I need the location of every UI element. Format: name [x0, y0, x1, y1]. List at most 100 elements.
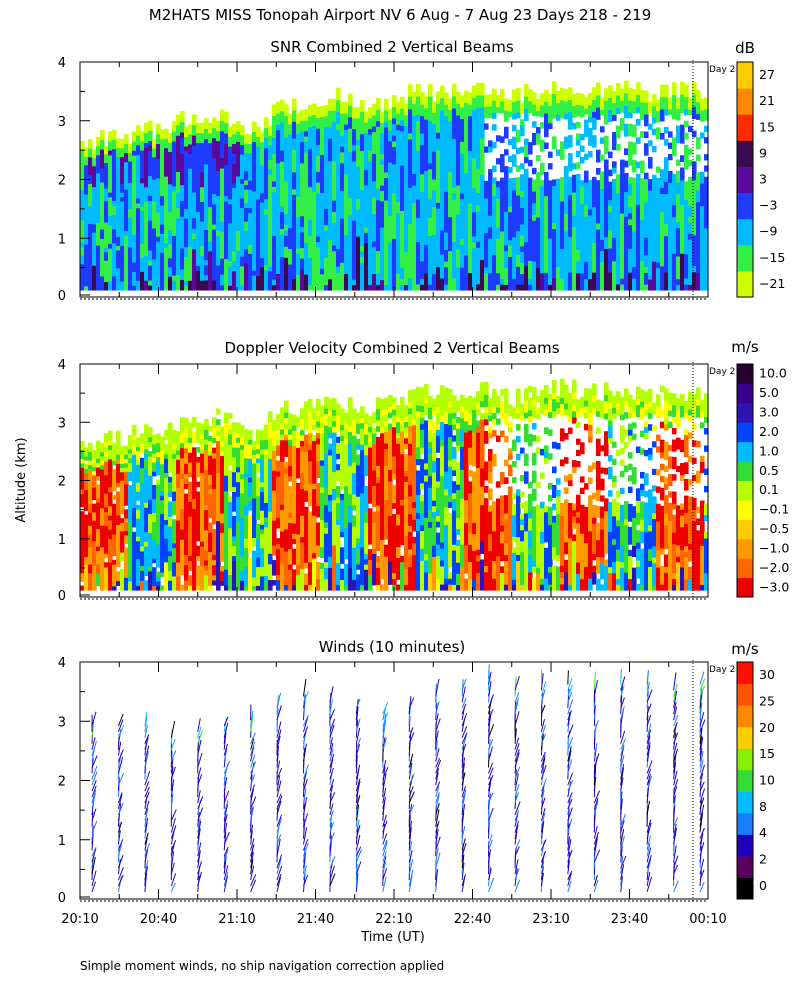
data-cell — [496, 238, 501, 245]
data-cell — [116, 281, 121, 287]
data-cell — [492, 88, 497, 96]
data-cell — [552, 253, 557, 260]
data-cell — [584, 267, 589, 274]
data-cell — [296, 201, 301, 208]
data-cell — [640, 284, 645, 291]
data-cell — [584, 193, 589, 200]
data-cell — [504, 166, 509, 173]
data-cell — [400, 216, 405, 223]
data-cell — [336, 93, 341, 101]
data-cell — [664, 175, 669, 182]
data-cell — [584, 227, 589, 234]
data-cell — [128, 178, 133, 183]
data-cell — [632, 160, 637, 167]
data-cell — [284, 262, 289, 269]
data-cell — [360, 105, 365, 112]
data-cell — [388, 130, 393, 137]
data-cell — [144, 132, 149, 139]
data-cell — [464, 166, 469, 174]
data-cell — [232, 211, 237, 218]
data-cell — [456, 260, 461, 268]
data-cell — [440, 175, 445, 183]
data-cell — [212, 234, 217, 240]
data-cell — [340, 195, 345, 203]
data-cell — [224, 122, 229, 129]
data-cell — [364, 127, 369, 134]
data-cell — [540, 208, 545, 216]
data-cell — [276, 184, 281, 192]
data-cell — [132, 243, 137, 249]
data-cell — [640, 201, 645, 209]
data-cell — [224, 159, 229, 165]
data-cell — [324, 121, 329, 128]
data-cell — [648, 206, 653, 213]
data-cell — [136, 135, 141, 141]
data-cell — [124, 166, 129, 172]
data-cell — [464, 131, 469, 139]
data-cell — [528, 260, 533, 267]
data-cell — [300, 258, 305, 265]
data-cell — [308, 251, 313, 258]
data-cell — [648, 278, 653, 285]
data-cell — [236, 180, 241, 187]
data-cell — [204, 168, 209, 175]
data-cell — [240, 197, 245, 204]
data-cell — [376, 205, 381, 212]
data-cell — [496, 209, 501, 217]
data-cell — [312, 136, 317, 143]
data-cell — [504, 104, 509, 111]
data-cell — [352, 117, 357, 124]
data-cell — [424, 244, 429, 251]
data-cell — [432, 245, 437, 252]
data-cell — [628, 230, 633, 238]
data-cell — [400, 255, 405, 263]
data-cell — [648, 140, 653, 147]
data-cell — [200, 225, 205, 232]
data-cell — [240, 236, 245, 243]
data-cell — [412, 284, 417, 291]
data-cell — [516, 266, 521, 273]
data-cell — [512, 89, 517, 96]
data-cell — [164, 285, 169, 291]
data-cell — [672, 222, 677, 230]
data-cell — [528, 142, 533, 149]
data-cell — [140, 224, 145, 230]
data-cell — [644, 201, 649, 209]
data-cell — [540, 110, 545, 118]
data-cell — [528, 224, 533, 232]
data-cell — [632, 213, 637, 220]
data-cell — [396, 196, 401, 203]
data-cell — [248, 175, 253, 181]
data-cell — [588, 93, 593, 100]
data-cell — [228, 146, 233, 152]
data-cell — [420, 109, 425, 117]
data-cell — [88, 214, 93, 220]
data-cell — [580, 99, 585, 106]
data-cell — [184, 237, 189, 243]
data-cell — [476, 180, 481, 187]
data-cell — [668, 193, 673, 200]
data-cell — [344, 162, 349, 169]
data-cell — [344, 135, 349, 142]
data-cell — [584, 272, 589, 280]
data-cell — [528, 88, 533, 96]
data-cell — [556, 260, 561, 268]
data-cell — [492, 207, 497, 214]
data-cell — [400, 267, 405, 274]
data-cell — [144, 147, 149, 153]
data-cell — [336, 135, 341, 142]
data-cell — [392, 221, 397, 228]
data-cell — [552, 191, 557, 199]
data-cell — [512, 272, 517, 279]
data-cell — [336, 117, 341, 125]
data-cell — [180, 152, 185, 159]
data-cell — [92, 244, 97, 250]
data-cell — [112, 275, 117, 282]
data-cell — [204, 229, 209, 236]
data-cell — [240, 139, 245, 146]
data-cell — [164, 152, 169, 158]
data-cell — [100, 186, 105, 192]
data-cell — [372, 125, 377, 133]
data-cell — [512, 266, 517, 273]
data-cell — [104, 166, 109, 172]
